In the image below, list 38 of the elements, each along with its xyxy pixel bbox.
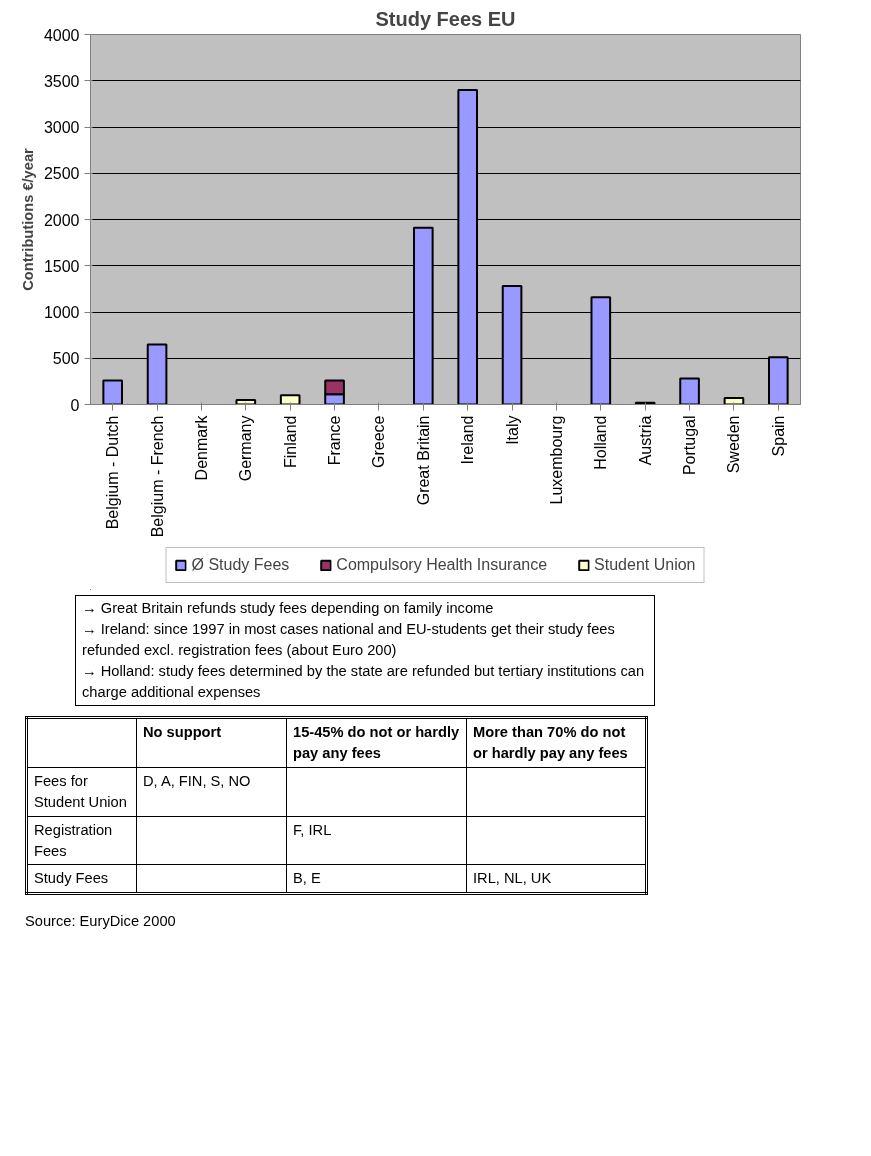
x-tick-label: Luxembourg — [547, 415, 565, 505]
x-tick-label: Denmark — [192, 414, 210, 481]
x-tick-label: Great Britain — [414, 415, 432, 506]
x-tick-label: Italy — [503, 415, 521, 445]
legend-label: Compulsory Health Insurance — [336, 556, 548, 574]
y-tick-label: 0 — [70, 396, 80, 414]
x-tick-label: Holland — [592, 415, 610, 470]
x-tick-label: Spain — [769, 415, 787, 457]
x-tick-label: Ireland — [459, 415, 477, 465]
table-cell: 15-45% do not or hardly pay any fees — [286, 717, 467, 768]
table-cell: Fees for Student Union — [26, 767, 137, 817]
y-tick-label: 3500 — [43, 72, 80, 90]
x-tick-label: Austria — [636, 415, 654, 466]
y-tick-label: 3000 — [43, 119, 80, 136]
legend-label: Student Union — [594, 556, 696, 574]
source-note: Source: EuryDice 2000 — [25, 911, 176, 931]
x-tick-label: France — [326, 415, 344, 466]
y-tick-label: 4000 — [43, 26, 80, 44]
table-cell: No support — [136, 717, 287, 768]
y-tick-label: 2500 — [43, 165, 80, 183]
legend-label: Ø Study Fees — [191, 556, 290, 574]
x-tick-label: Sweden — [725, 415, 743, 474]
table-cell: D, A, FIN, S, NO — [136, 767, 287, 817]
notes-box: → Great Britain refunds study fees depending on family income → Ireland: since 1997 in most cases national and EU-students get their study fees refunded excl. registration fees (about Euro 200) → Holland: study fees determined by the state are refunded but tertiary institutions can charge additional expenses — [75, 595, 655, 706]
x-tick-label: Portugal — [681, 415, 699, 476]
y-tick-label: 1000 — [43, 304, 80, 321]
y-tick-label: 500 — [52, 350, 80, 368]
y-tick-label: 1500 — [43, 257, 80, 275]
chart-title: Study Fees EU — [375, 7, 516, 30]
x-tick-label: Greece — [370, 415, 388, 468]
y-axis-title: Contributions €/year — [19, 147, 36, 291]
x-tick-label: Belgium - French — [148, 415, 166, 538]
table-cell: Registration Fees — [26, 816, 137, 865]
x-tick-label: Germany — [237, 415, 255, 482]
table-cell: F, IRL — [286, 816, 467, 865]
y-tick-label: 2000 — [43, 211, 80, 229]
x-tick-label: Finland — [281, 415, 299, 468]
x-tick-label: Belgium - Dutch — [104, 415, 122, 530]
